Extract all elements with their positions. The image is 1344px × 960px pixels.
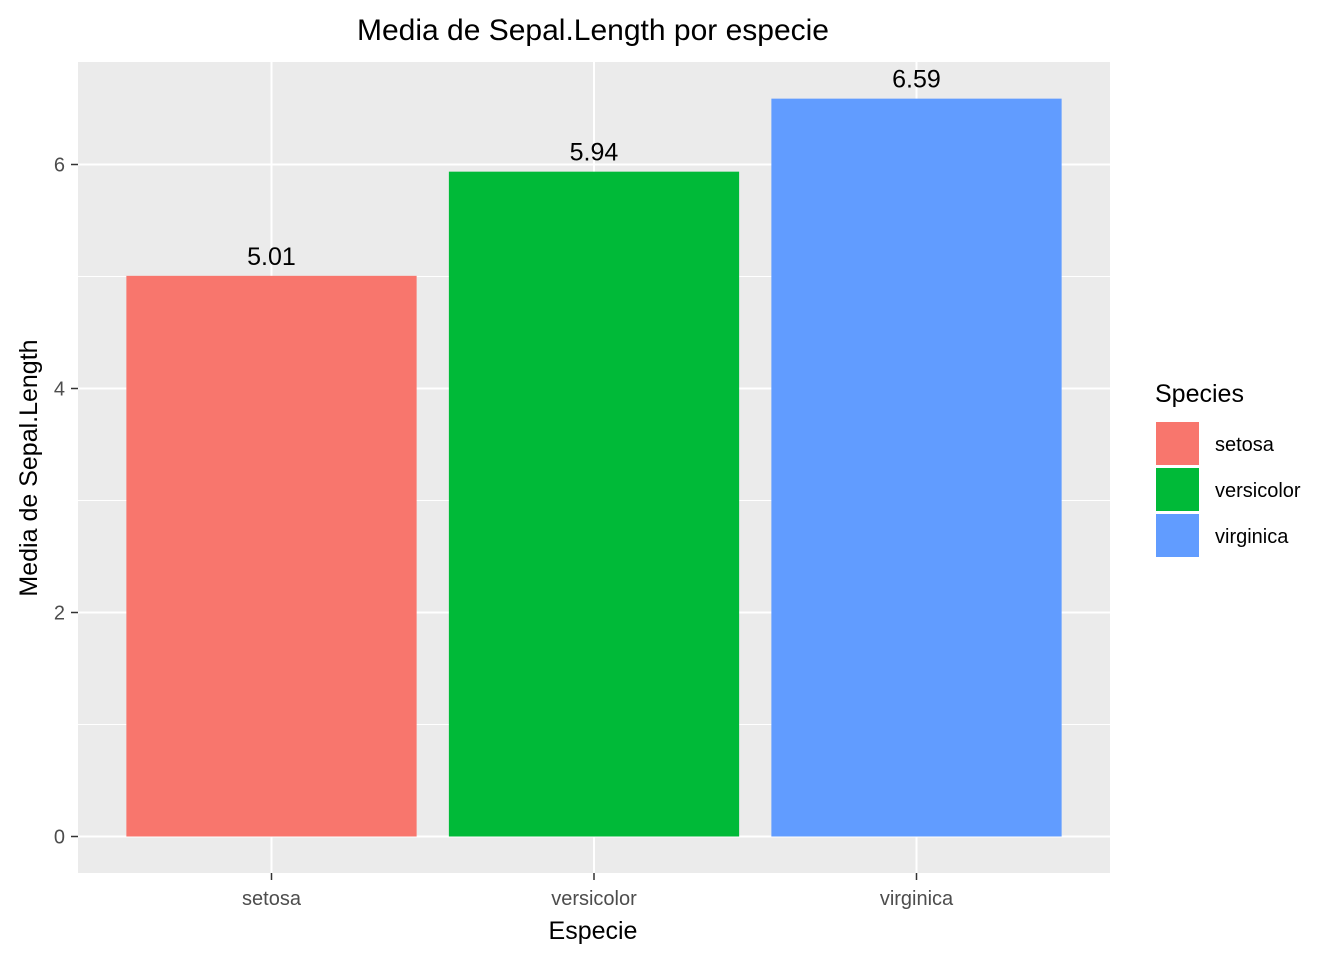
legend: Species setosa versicolor virginica <box>1155 380 1301 557</box>
y-axis-title: Media de Sepal.Length <box>15 339 43 596</box>
y-tick-label: 6 <box>54 155 65 177</box>
y-tick-label: 4 <box>54 379 65 401</box>
data-label-setosa: 5.01 <box>247 243 296 271</box>
bar-setosa <box>126 275 417 837</box>
data-label-versicolor: 5.94 <box>570 139 619 167</box>
legend-title: Species <box>1155 380 1244 408</box>
y-tick-label: 0 <box>54 827 65 849</box>
x-tick-label-setosa: setosa <box>242 888 302 910</box>
bar-versicolor <box>448 171 740 837</box>
legend-swatch-versicolor <box>1156 468 1199 511</box>
legend-items: setosa versicolor virginica <box>1156 422 1301 557</box>
data-labels: 5.01 5.94 6.59 <box>247 66 941 271</box>
bar-virginica <box>771 98 1062 837</box>
x-axis: setosa versicolor virginica <box>242 873 954 910</box>
data-label-virginica: 6.59 <box>892 66 941 94</box>
y-tick-label: 2 <box>54 603 65 625</box>
legend-label-virginica: virginica <box>1215 526 1289 548</box>
chart-title: Media de Sepal.Length por especie <box>357 14 829 47</box>
x-axis-title: Especie <box>549 917 638 945</box>
legend-swatch-virginica <box>1156 514 1199 557</box>
bars <box>126 98 1062 837</box>
y-axis: 0 2 4 6 <box>54 155 78 849</box>
legend-swatch-setosa <box>1156 422 1199 465</box>
x-tick-label-versicolor: versicolor <box>551 888 637 910</box>
legend-label-versicolor: versicolor <box>1215 480 1301 502</box>
x-tick-label-virginica: virginica <box>880 888 954 910</box>
legend-label-setosa: setosa <box>1215 434 1275 456</box>
